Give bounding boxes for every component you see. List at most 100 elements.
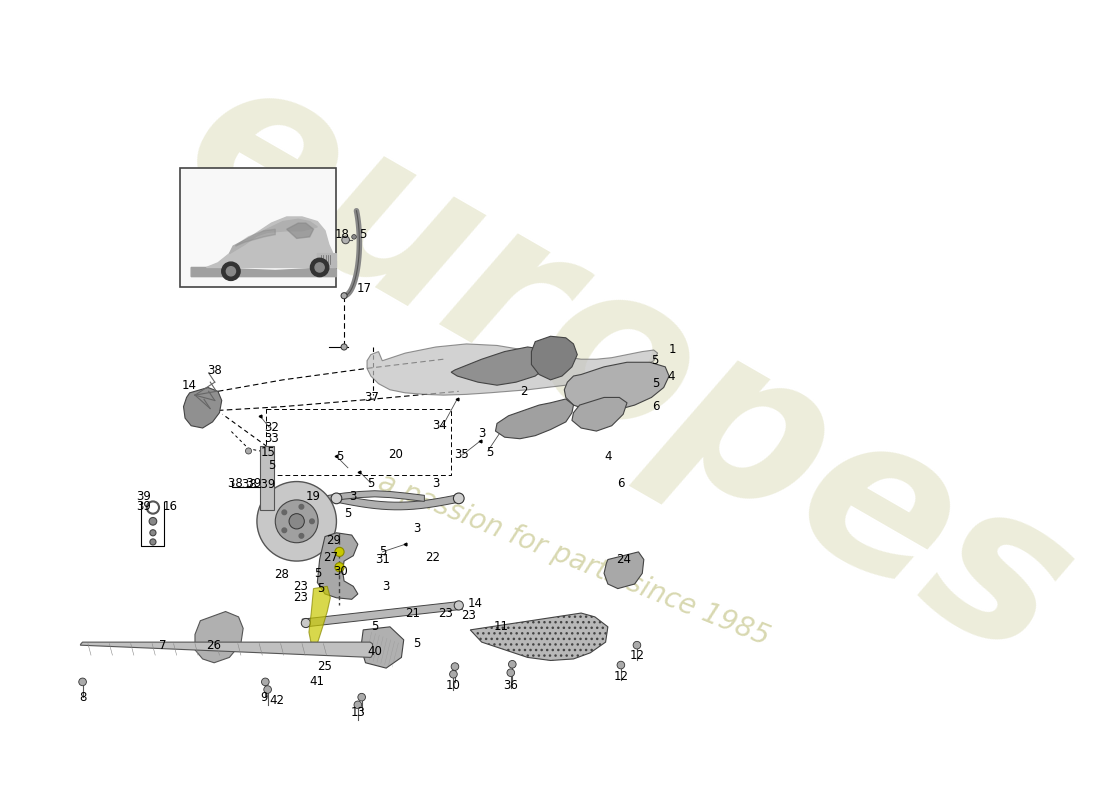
Polygon shape xyxy=(80,642,373,658)
Text: 5: 5 xyxy=(378,546,386,558)
Text: 30: 30 xyxy=(333,565,348,578)
Text: 32: 32 xyxy=(264,421,279,434)
Text: 27: 27 xyxy=(323,550,339,564)
Circle shape xyxy=(150,518,157,525)
Text: 23: 23 xyxy=(293,580,308,593)
Circle shape xyxy=(310,519,315,524)
Text: 2: 2 xyxy=(520,385,528,398)
Text: 14: 14 xyxy=(469,598,483,610)
Text: 23: 23 xyxy=(438,606,453,619)
Text: 42: 42 xyxy=(270,694,284,707)
Polygon shape xyxy=(191,267,337,277)
Circle shape xyxy=(352,234,356,239)
Text: 19: 19 xyxy=(306,490,321,502)
Text: 40: 40 xyxy=(367,645,382,658)
Text: 25: 25 xyxy=(318,660,332,673)
Polygon shape xyxy=(531,336,578,380)
Circle shape xyxy=(341,293,348,298)
Text: 10: 10 xyxy=(446,679,461,692)
Text: 21: 21 xyxy=(406,606,420,619)
Text: 23: 23 xyxy=(461,609,476,622)
Text: 5: 5 xyxy=(359,228,366,241)
Text: 3: 3 xyxy=(432,477,440,490)
Text: 4: 4 xyxy=(604,450,612,463)
Circle shape xyxy=(245,448,252,454)
Text: 5: 5 xyxy=(412,637,420,650)
Text: 38 39: 38 39 xyxy=(242,478,276,491)
Polygon shape xyxy=(367,344,658,395)
Text: 5: 5 xyxy=(652,377,660,390)
Circle shape xyxy=(334,562,344,572)
Circle shape xyxy=(450,670,458,678)
Circle shape xyxy=(507,669,515,677)
Text: 5: 5 xyxy=(314,567,321,580)
Circle shape xyxy=(341,344,348,350)
Polygon shape xyxy=(235,230,275,246)
Circle shape xyxy=(634,642,641,649)
Text: 6: 6 xyxy=(652,400,660,413)
Text: 26: 26 xyxy=(207,639,221,653)
Bar xyxy=(179,168,337,286)
Polygon shape xyxy=(572,398,627,431)
Text: 6: 6 xyxy=(617,477,625,490)
Circle shape xyxy=(227,266,235,276)
Polygon shape xyxy=(184,387,222,428)
Text: 5: 5 xyxy=(371,620,378,634)
Circle shape xyxy=(451,662,459,670)
Circle shape xyxy=(262,678,270,686)
Text: 36: 36 xyxy=(504,679,518,692)
Circle shape xyxy=(150,530,156,536)
Polygon shape xyxy=(207,217,337,267)
Text: 41: 41 xyxy=(310,675,324,688)
Text: 14: 14 xyxy=(183,378,197,392)
Circle shape xyxy=(454,601,463,610)
Circle shape xyxy=(354,701,362,709)
Text: 39: 39 xyxy=(136,490,151,503)
Circle shape xyxy=(222,262,240,281)
Text: 1: 1 xyxy=(669,342,676,356)
Text: 5: 5 xyxy=(337,450,344,463)
Circle shape xyxy=(310,258,329,277)
Text: europes: europes xyxy=(150,33,1100,704)
Text: 38 39: 38 39 xyxy=(228,477,262,490)
Polygon shape xyxy=(564,362,669,411)
Text: 39: 39 xyxy=(136,499,151,513)
Circle shape xyxy=(315,263,324,272)
Circle shape xyxy=(331,493,342,504)
Text: 37: 37 xyxy=(364,391,380,404)
Circle shape xyxy=(334,547,344,557)
Circle shape xyxy=(617,662,625,669)
Text: 17: 17 xyxy=(356,282,372,294)
Text: 7: 7 xyxy=(160,639,166,653)
Text: 5: 5 xyxy=(318,582,324,595)
Text: 3: 3 xyxy=(383,580,389,593)
Circle shape xyxy=(79,678,87,686)
Text: 8: 8 xyxy=(79,690,86,704)
Text: 34: 34 xyxy=(432,419,447,432)
Polygon shape xyxy=(451,347,550,386)
Polygon shape xyxy=(287,223,314,238)
Text: 23: 23 xyxy=(293,591,308,604)
Text: 18: 18 xyxy=(336,228,350,241)
Text: 13: 13 xyxy=(351,706,365,719)
Polygon shape xyxy=(361,627,404,668)
Text: 22: 22 xyxy=(426,550,440,564)
Polygon shape xyxy=(317,254,337,267)
Text: 20: 20 xyxy=(388,448,403,462)
Text: 12: 12 xyxy=(629,650,645,662)
Circle shape xyxy=(453,493,464,504)
Circle shape xyxy=(342,236,350,244)
Text: 5: 5 xyxy=(486,446,493,459)
Polygon shape xyxy=(337,494,459,510)
Polygon shape xyxy=(230,219,317,254)
Polygon shape xyxy=(495,399,573,438)
Circle shape xyxy=(289,514,305,529)
Text: 28: 28 xyxy=(274,568,289,582)
Circle shape xyxy=(358,694,365,701)
Text: 24: 24 xyxy=(616,553,630,566)
Text: 11: 11 xyxy=(493,619,508,633)
Polygon shape xyxy=(302,602,463,627)
Text: 5: 5 xyxy=(367,477,374,490)
Text: a passion for parts since 1985: a passion for parts since 1985 xyxy=(374,468,773,651)
Text: 12: 12 xyxy=(614,670,628,683)
